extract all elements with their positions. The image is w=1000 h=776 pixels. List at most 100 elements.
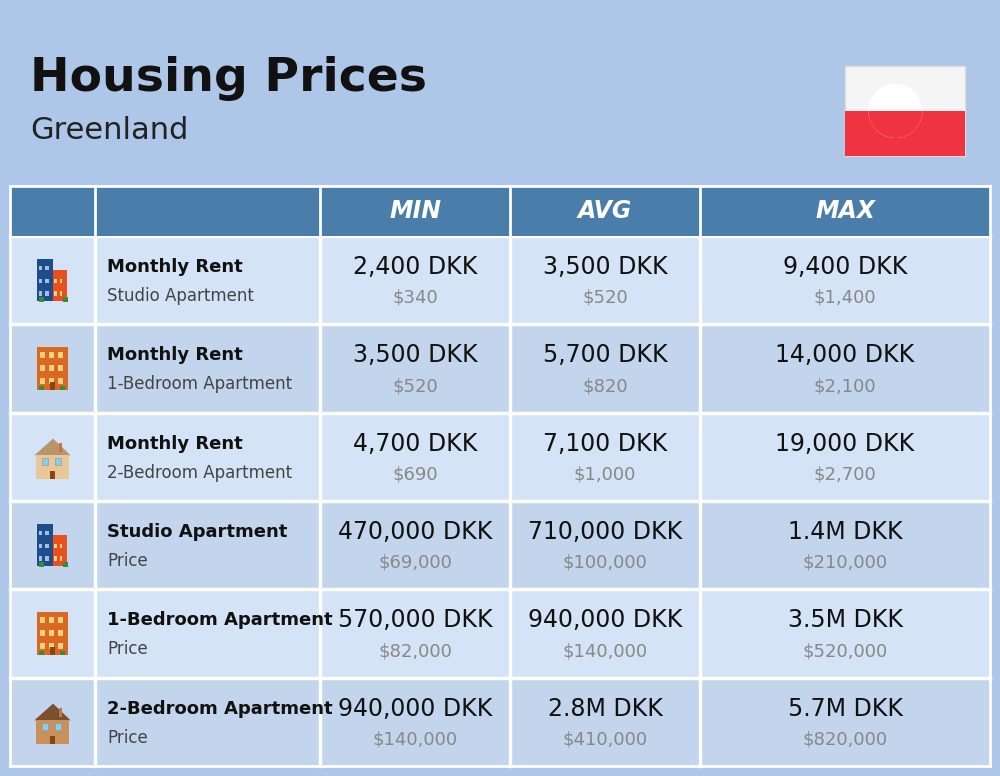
Bar bbox=[59, 443, 62, 452]
Text: Monthly Rent: Monthly Rent bbox=[107, 435, 243, 452]
Bar bbox=[60, 291, 62, 296]
Bar bbox=[320, 186, 510, 236]
Text: $820: $820 bbox=[582, 377, 628, 395]
Polygon shape bbox=[868, 111, 922, 138]
Text: 2-Bedroom Apartment: 2-Bedroom Apartment bbox=[107, 700, 333, 718]
Text: $1,400: $1,400 bbox=[814, 289, 876, 307]
Text: 570,000 DKK: 570,000 DKK bbox=[338, 608, 492, 632]
Bar bbox=[10, 413, 990, 501]
Bar bbox=[60, 279, 62, 283]
Bar bbox=[50, 647, 55, 656]
Bar bbox=[37, 612, 68, 656]
Bar bbox=[39, 531, 42, 535]
Text: Price: Price bbox=[107, 640, 148, 658]
Bar bbox=[39, 651, 44, 656]
Bar bbox=[54, 279, 57, 283]
Bar bbox=[45, 544, 49, 548]
Bar bbox=[60, 556, 62, 560]
Text: $690: $690 bbox=[392, 466, 438, 483]
Bar bbox=[40, 643, 45, 649]
Text: 2,400 DKK: 2,400 DKK bbox=[353, 255, 477, 279]
Text: Monthly Rent: Monthly Rent bbox=[107, 346, 243, 364]
Bar bbox=[36, 455, 69, 479]
Text: $2,100: $2,100 bbox=[814, 377, 876, 395]
Bar bbox=[37, 347, 68, 390]
Bar bbox=[40, 378, 45, 384]
Text: $520,000: $520,000 bbox=[802, 643, 888, 660]
Text: Housing Prices: Housing Prices bbox=[30, 56, 427, 101]
Bar bbox=[10, 589, 990, 677]
Text: 5,700 DKK: 5,700 DKK bbox=[543, 343, 667, 367]
Bar bbox=[38, 562, 44, 567]
Bar bbox=[39, 386, 44, 390]
Text: Studio Apartment: Studio Apartment bbox=[107, 287, 254, 305]
Text: 3,500 DKK: 3,500 DKK bbox=[353, 343, 477, 367]
Text: MIN: MIN bbox=[389, 199, 441, 223]
Bar bbox=[59, 708, 62, 717]
Text: Studio Apartment: Studio Apartment bbox=[107, 523, 287, 541]
Text: 1-Bedroom Apartment: 1-Bedroom Apartment bbox=[107, 376, 292, 393]
Text: 710,000 DKK: 710,000 DKK bbox=[528, 520, 682, 544]
Text: $82,000: $82,000 bbox=[378, 643, 452, 660]
Text: 3.5M DKK: 3.5M DKK bbox=[788, 608, 902, 632]
Bar bbox=[39, 291, 42, 296]
Text: $820,000: $820,000 bbox=[802, 730, 888, 749]
Bar bbox=[50, 383, 55, 390]
Text: Price: Price bbox=[107, 729, 148, 747]
Text: 4,700 DKK: 4,700 DKK bbox=[353, 431, 477, 456]
Text: Price: Price bbox=[107, 552, 148, 570]
Text: $410,000: $410,000 bbox=[562, 730, 648, 749]
Text: 14,000 DKK: 14,000 DKK bbox=[775, 343, 915, 367]
Bar bbox=[10, 236, 990, 324]
Bar bbox=[58, 365, 63, 371]
Bar bbox=[36, 720, 69, 743]
Text: 3,500 DKK: 3,500 DKK bbox=[543, 255, 667, 279]
Bar bbox=[63, 562, 68, 567]
Bar bbox=[510, 186, 700, 236]
Bar bbox=[49, 630, 54, 636]
Bar bbox=[49, 352, 54, 359]
Text: 1-Bedroom Apartment: 1-Bedroom Apartment bbox=[107, 611, 333, 629]
Text: $520: $520 bbox=[582, 289, 628, 307]
Text: Greenland: Greenland bbox=[30, 116, 188, 145]
Text: $100,000: $100,000 bbox=[563, 554, 647, 572]
Bar bbox=[10, 677, 990, 766]
Bar bbox=[54, 544, 57, 548]
Text: 940,000 DKK: 940,000 DKK bbox=[528, 608, 682, 632]
Text: AVG: AVG bbox=[578, 199, 632, 223]
Polygon shape bbox=[868, 84, 922, 138]
Text: 19,000 DKK: 19,000 DKK bbox=[775, 431, 915, 456]
Bar bbox=[55, 722, 61, 729]
Text: 5.7M DKK: 5.7M DKK bbox=[788, 697, 902, 721]
Text: $1,000: $1,000 bbox=[574, 466, 636, 483]
Text: $140,000: $140,000 bbox=[562, 643, 648, 660]
Bar bbox=[54, 291, 57, 296]
Polygon shape bbox=[34, 438, 71, 456]
Bar bbox=[49, 617, 54, 623]
Text: $210,000: $210,000 bbox=[802, 554, 888, 572]
Bar bbox=[38, 297, 44, 302]
Bar bbox=[10, 324, 990, 413]
Bar bbox=[58, 378, 63, 384]
Text: $2,700: $2,700 bbox=[814, 466, 876, 483]
Text: 2-Bedroom Apartment: 2-Bedroom Apartment bbox=[107, 464, 292, 482]
Bar bbox=[63, 297, 68, 302]
Bar bbox=[95, 186, 320, 236]
Bar bbox=[39, 279, 42, 283]
Bar bbox=[49, 378, 54, 384]
Bar bbox=[10, 501, 990, 589]
Bar bbox=[845, 66, 965, 156]
Bar bbox=[50, 471, 55, 479]
Text: $69,000: $69,000 bbox=[378, 554, 452, 572]
Bar bbox=[45, 291, 49, 296]
Bar bbox=[42, 458, 48, 465]
Text: $140,000: $140,000 bbox=[372, 730, 458, 749]
Bar bbox=[39, 544, 42, 548]
Text: $340: $340 bbox=[392, 289, 438, 307]
Text: 2.8M DKK: 2.8M DKK bbox=[548, 697, 662, 721]
Bar bbox=[58, 352, 63, 359]
Bar bbox=[45, 266, 49, 270]
Bar bbox=[39, 556, 42, 560]
Bar bbox=[845, 111, 965, 156]
Bar bbox=[37, 524, 52, 566]
